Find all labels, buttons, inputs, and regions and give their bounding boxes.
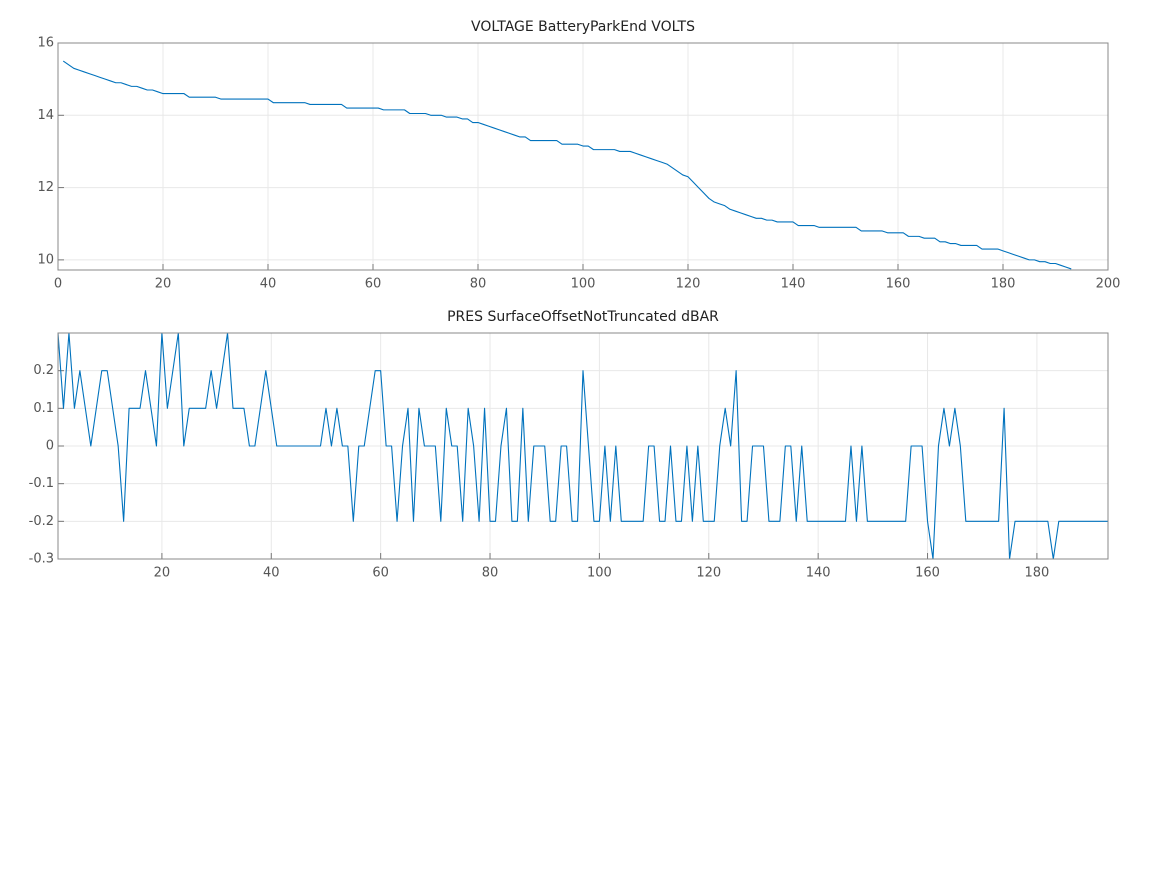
data-line [58,333,1108,559]
x-tick-label: 160 [915,566,940,581]
y-tick-label: 12 [37,180,54,195]
x-tick-label: 20 [155,277,172,292]
y-tick-label: 16 [37,36,54,51]
y-tick-label: -0.3 [29,552,54,567]
y-tick-label: 0.1 [33,401,54,416]
y-tick-label: 10 [37,252,54,267]
y-tick-label: 0.2 [33,363,54,378]
x-tick-label: 60 [365,277,382,292]
y-tick-label: 0 [46,439,54,454]
x-tick-label: 120 [676,277,701,292]
data-line [62,60,1072,270]
x-tick-label: 80 [482,566,499,581]
x-tick-label: 80 [470,277,487,292]
axes-box [57,42,1109,271]
x-tick-label: 40 [263,566,280,581]
x-tick-label: 60 [372,566,389,581]
x-tick-label: 200 [1096,277,1121,292]
x-tick-label: 100 [587,566,612,581]
x-tick-label: 180 [1024,566,1049,581]
axes-box [57,332,1109,560]
x-tick-label: 0 [54,277,62,292]
x-tick-label: 40 [260,277,277,292]
x-tick-label: 20 [154,566,171,581]
x-tick-label: 160 [886,277,911,292]
chart-title: PRES SurfaceOffsetNotTruncated dBAR [447,309,719,325]
x-tick-label: 140 [781,277,806,292]
chart-title: VOLTAGE BatteryParkEnd VOLTS [471,19,695,35]
x-tick-label: 120 [696,566,721,581]
x-tick-label: 100 [571,277,596,292]
x-tick-label: 140 [806,566,831,581]
y-tick-label: -0.2 [29,514,54,529]
x-tick-label: 180 [991,277,1016,292]
y-tick-label: -0.1 [29,476,54,491]
y-tick-label: 14 [37,108,54,123]
